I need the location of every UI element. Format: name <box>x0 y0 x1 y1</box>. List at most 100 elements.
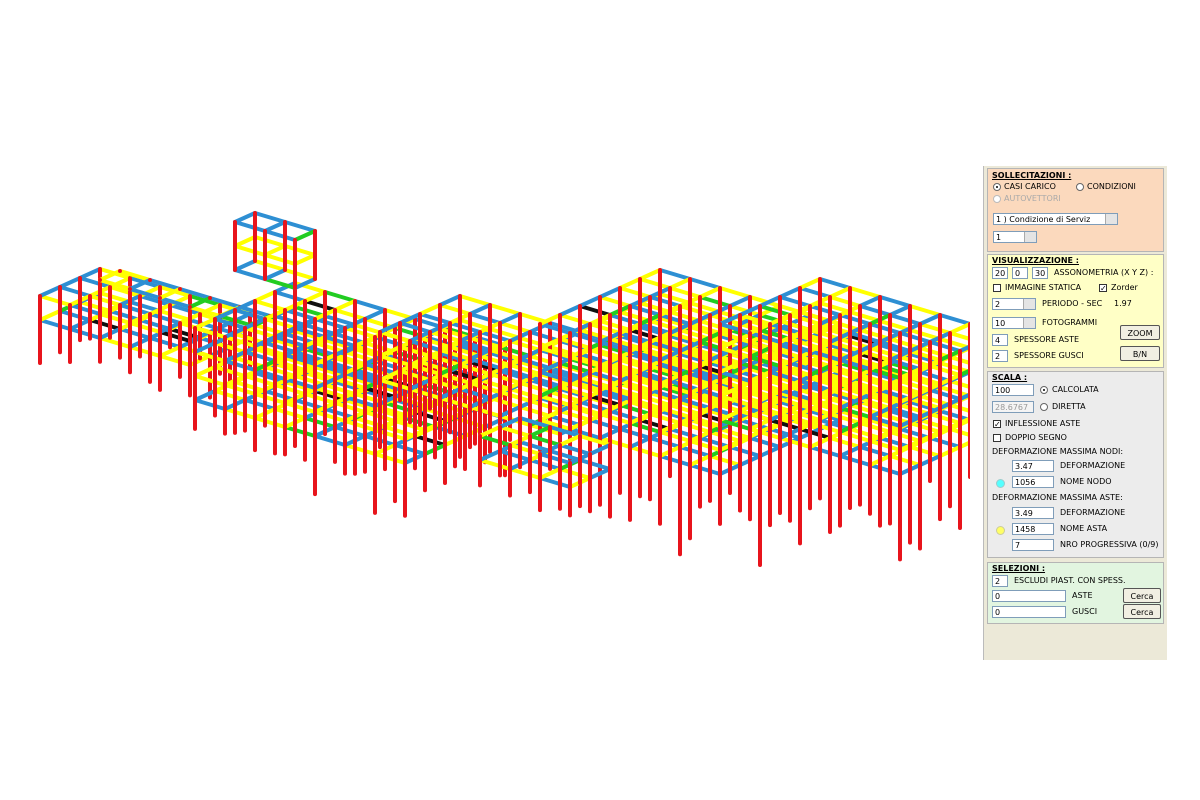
beam <box>418 312 452 325</box>
beam <box>868 418 902 431</box>
beam <box>878 436 912 449</box>
checkbox[interactable] <box>993 434 1001 442</box>
beam <box>808 397 842 410</box>
beam <box>488 303 522 316</box>
beam <box>408 339 442 352</box>
beam <box>253 235 287 248</box>
beam <box>778 412 812 425</box>
label: SPESSORE ASTE <box>1014 335 1080 344</box>
beam <box>323 335 357 348</box>
beam <box>928 436 962 449</box>
beam <box>738 361 772 374</box>
input[interactable]: 2 <box>992 350 1008 362</box>
beam <box>438 351 472 364</box>
beam <box>303 392 337 405</box>
input[interactable]: 30 <box>1032 267 1048 279</box>
search-button[interactable]: Cerca <box>1123 604 1161 619</box>
beam <box>828 388 862 401</box>
beam <box>253 290 277 303</box>
beam <box>283 425 317 438</box>
input[interactable]: 20 <box>992 267 1008 279</box>
beam <box>598 436 632 449</box>
beam <box>888 313 922 326</box>
label: NRO PROGRESSIVA (0/9) <box>1060 540 1159 549</box>
beam <box>468 303 492 316</box>
checkbox[interactable]: ✓ <box>993 420 1001 429</box>
input[interactable]: 3.47 <box>1012 460 1054 472</box>
beam <box>508 387 542 400</box>
beam <box>748 403 782 416</box>
radio[interactable] <box>993 183 1001 191</box>
beam <box>273 335 307 348</box>
beam <box>303 290 327 303</box>
beam <box>628 421 662 434</box>
input[interactable]: 0 <box>992 606 1066 618</box>
beam <box>948 355 970 366</box>
beam <box>333 401 367 414</box>
beam <box>128 300 162 313</box>
beam <box>638 277 672 290</box>
beam <box>788 361 822 374</box>
beam <box>233 268 267 281</box>
select[interactable]: 1 <box>993 231 1037 243</box>
beam <box>343 326 377 339</box>
beam <box>188 296 212 309</box>
beam <box>538 346 572 359</box>
beam <box>378 369 402 382</box>
input[interactable]: 3.49 <box>1012 507 1054 519</box>
checkbox[interactable]: ✓ <box>1099 284 1107 293</box>
beam <box>78 267 102 280</box>
beam <box>78 300 112 313</box>
beam <box>688 346 722 359</box>
beam <box>303 323 337 336</box>
input[interactable]: 2 <box>992 575 1008 587</box>
zoom-button[interactable]: ZOOM <box>1120 325 1160 340</box>
beam <box>668 310 702 323</box>
beam <box>538 385 562 398</box>
beam <box>378 345 402 358</box>
radio[interactable] <box>1040 403 1048 411</box>
beam <box>808 445 842 458</box>
beam <box>708 406 742 419</box>
beam <box>778 388 812 401</box>
beam <box>233 380 267 393</box>
beam <box>648 319 682 332</box>
beam <box>678 397 712 410</box>
input[interactable]: 1458 <box>1012 523 1054 535</box>
beam <box>588 443 612 456</box>
checkbox[interactable] <box>993 284 1001 292</box>
beam <box>758 352 792 365</box>
input[interactable]: 7 <box>1012 539 1054 551</box>
beam <box>558 304 582 317</box>
beam <box>648 340 682 353</box>
select[interactable]: 2 <box>992 298 1036 310</box>
beam <box>168 303 202 316</box>
beam <box>128 321 162 334</box>
beam <box>758 304 792 317</box>
beam <box>548 390 582 403</box>
beam <box>538 370 572 383</box>
bn-button[interactable]: B/N <box>1120 346 1160 361</box>
beam <box>383 425 417 438</box>
radio <box>993 195 1001 203</box>
beam <box>118 269 152 282</box>
beam <box>668 403 702 416</box>
input[interactable]: 0 <box>992 590 1066 602</box>
beam <box>828 286 852 299</box>
select[interactable]: 10 <box>992 317 1036 329</box>
radio[interactable] <box>1076 183 1084 191</box>
select[interactable]: 1 ) Condizione di Serviz <box>993 213 1118 225</box>
input[interactable]: 4 <box>992 334 1008 346</box>
beam <box>353 299 387 312</box>
beam <box>808 328 842 341</box>
beam <box>343 371 377 384</box>
beam <box>498 390 532 403</box>
radio[interactable] <box>1040 386 1048 394</box>
beam <box>808 400 842 413</box>
beam <box>223 359 257 372</box>
beam <box>108 309 142 322</box>
input[interactable]: 0 <box>1012 267 1028 279</box>
search-button[interactable]: Cerca <box>1123 588 1161 603</box>
input[interactable]: 100 <box>992 384 1034 396</box>
input[interactable]: 1056 <box>1012 476 1054 488</box>
